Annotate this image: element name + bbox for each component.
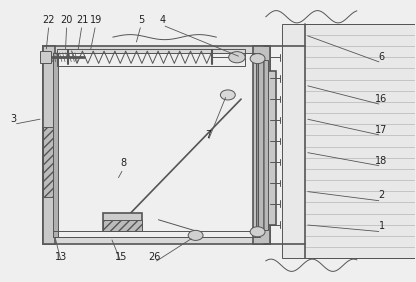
Bar xyxy=(43,46,270,244)
Bar xyxy=(43,127,53,197)
Text: 7: 7 xyxy=(205,130,211,140)
Bar xyxy=(255,60,268,230)
Text: 19: 19 xyxy=(89,15,102,25)
Bar xyxy=(103,220,142,231)
Text: 6: 6 xyxy=(379,52,385,62)
Text: 3: 3 xyxy=(11,114,17,124)
Circle shape xyxy=(188,230,203,240)
Text: 18: 18 xyxy=(375,156,388,166)
Text: 8: 8 xyxy=(120,158,126,168)
Text: 22: 22 xyxy=(43,15,55,25)
Bar xyxy=(40,51,51,63)
Circle shape xyxy=(229,52,245,63)
Bar xyxy=(103,213,142,231)
Bar xyxy=(262,71,276,225)
Text: 13: 13 xyxy=(55,252,67,262)
Text: 5: 5 xyxy=(138,15,144,25)
Text: 21: 21 xyxy=(76,15,88,25)
Circle shape xyxy=(220,90,235,100)
Text: 15: 15 xyxy=(115,252,127,262)
Bar xyxy=(253,46,270,244)
Circle shape xyxy=(250,227,265,237)
Text: 1: 1 xyxy=(379,221,385,231)
Bar xyxy=(53,53,260,237)
Bar xyxy=(43,46,55,244)
Circle shape xyxy=(250,54,265,64)
Bar xyxy=(57,49,245,66)
Text: 26: 26 xyxy=(148,252,161,262)
Bar xyxy=(282,24,415,258)
Bar xyxy=(53,53,58,237)
Text: 17: 17 xyxy=(375,125,388,135)
Text: 4: 4 xyxy=(159,15,166,25)
Text: 20: 20 xyxy=(60,15,73,25)
Text: 2: 2 xyxy=(379,190,385,201)
Text: 16: 16 xyxy=(375,94,388,104)
